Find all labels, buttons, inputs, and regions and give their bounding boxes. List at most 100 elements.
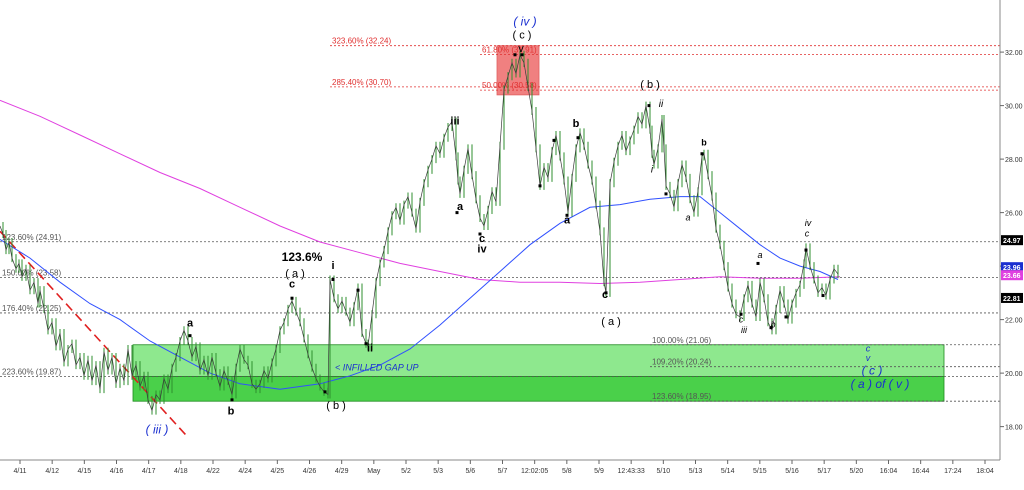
- wave-label-28: c: [866, 344, 871, 354]
- x-tick-label: 5/17: [817, 468, 831, 475]
- wave-label-19: i: [331, 260, 334, 272]
- x-tick-label: 5/2: [401, 468, 411, 475]
- price-label-box: [1001, 292, 1023, 303]
- wave-label-20: c: [289, 279, 295, 291]
- x-tick-label: 4/29: [335, 468, 349, 475]
- fib-label-0: 323.60% (32.24): [332, 37, 391, 46]
- pivot-marker: [821, 294, 825, 298]
- price-label: 24.97: [1003, 238, 1021, 245]
- fib-label-7: 223.60% (19.87): [2, 368, 61, 377]
- x-tick-label: 4/17: [142, 468, 156, 475]
- fib-label-8: 100.00% (21.06): [652, 336, 711, 345]
- green-zone-light: [132, 344, 945, 377]
- fib-label-3: 50.00% (30.58): [482, 81, 537, 90]
- pivot-marker: [290, 296, 294, 300]
- pivot-marker: [331, 277, 335, 281]
- x-tick-label: 5/10: [657, 468, 671, 475]
- y-tick-label: 28.00: [1005, 157, 1023, 164]
- wave-label-13: iv: [477, 244, 487, 256]
- wave-label-12: c: [479, 233, 485, 245]
- y-tick-label: 32.00: [1005, 50, 1023, 57]
- wave-label-33: b: [228, 406, 235, 418]
- fib-label-5: 150.00% (23.58): [2, 268, 61, 277]
- x-tick-label: 5/9: [594, 468, 604, 475]
- pivot-marker: [513, 53, 517, 57]
- wave-label-27: ii: [367, 343, 373, 355]
- wave-label-35: ( iii ): [146, 422, 169, 436]
- price-layer: [0, 50, 839, 415]
- wave-label-22: ( a ): [601, 316, 621, 328]
- y-tick-label: 26.00: [1005, 211, 1023, 218]
- x-tick-label: 4/16: [110, 468, 124, 475]
- wave-label-16: a: [757, 250, 762, 260]
- fib-label-10: 123.60% (18.95): [652, 392, 711, 401]
- x-tick-label: 12:02:05: [521, 468, 548, 475]
- moving-averages-layer: [0, 99, 841, 390]
- wave-label-29: v: [866, 353, 871, 363]
- pivot-marker: [647, 104, 651, 108]
- y-tick-label: 18.00: [1005, 425, 1023, 432]
- wave-label-31: ( c ): [862, 363, 883, 377]
- price-label: 23.66: [1003, 273, 1021, 280]
- pivot-marker: [784, 315, 788, 319]
- pivot-marker: [455, 211, 459, 215]
- pivot-marker: [520, 53, 524, 57]
- x-tick-label: 4/26: [303, 468, 317, 475]
- pivot-markers-layer: [188, 53, 825, 402]
- wave-label-17: 123.6%: [282, 250, 323, 264]
- price-label-box: [1001, 235, 1023, 246]
- pivot-marker: [356, 288, 360, 292]
- x-tick-label: 12:43:33: [618, 468, 645, 475]
- x-tick-label: 5/3: [433, 468, 443, 475]
- pivot-marker: [323, 390, 327, 394]
- wave-label-18: ( a ): [285, 268, 305, 280]
- wave-label-25: b: [770, 320, 775, 330]
- pivot-marker: [700, 152, 704, 156]
- pivot-marker: [664, 192, 668, 196]
- wave-label-0: ( iv ): [513, 14, 536, 28]
- wave-label-8: i: [651, 164, 654, 175]
- pivot-marker: [576, 136, 580, 140]
- wave-label-4: ii: [659, 99, 664, 110]
- pivot-marker: [188, 334, 192, 338]
- wave-label-1: ( c ): [513, 30, 532, 42]
- x-tick-label: 4/18: [174, 468, 188, 475]
- wave-label-11: a: [685, 213, 690, 223]
- x-tick-label: 4/24: [238, 468, 252, 475]
- x-tick-label: 5/7: [498, 468, 508, 475]
- fib-label-9: 109.20% (20.24): [652, 358, 711, 367]
- x-tick-label: 4/11: [13, 468, 26, 475]
- x-tick-label: 4/15: [78, 468, 92, 475]
- moving-average-long: [0, 99, 841, 285]
- x-tick-label: 4/12: [45, 468, 59, 475]
- price-line: [0, 53, 839, 412]
- pivot-marker: [804, 248, 808, 252]
- x-tick-label: 17:24: [944, 468, 962, 475]
- fib-label-6: 176.40% (22.25): [2, 304, 61, 313]
- trendline-layer: [0, 230, 189, 438]
- pivot-marker: [230, 398, 234, 402]
- pivot-marker: [756, 261, 760, 265]
- wave-label-26: a: [187, 317, 194, 329]
- x-tick-label: 16:04: [880, 468, 898, 475]
- fib-label-4: 123.60% (24.91): [2, 233, 61, 242]
- x-tick-label: 5/8: [562, 468, 572, 475]
- x-tick-label: May: [367, 468, 381, 475]
- price-label: 22.81: [1003, 296, 1021, 303]
- x-tick-label: 5/20: [850, 468, 864, 475]
- wave-label-9: a: [457, 201, 464, 213]
- pivot-marker: [478, 232, 482, 236]
- x-tick-label: 18:04: [976, 468, 994, 475]
- fib-label-2: 285.40% (30.70): [332, 78, 391, 87]
- wave-label-7: b: [701, 138, 707, 148]
- x-tick-label: 4/25: [271, 468, 285, 475]
- wave-label-14: iv: [805, 218, 812, 228]
- x-tick-label: 4/22: [206, 468, 220, 475]
- y-tick-label: 30.00: [1005, 104, 1023, 111]
- x-tick-label: 16:44: [912, 468, 930, 475]
- wave-label-30: < INFILLED GAP UP: [335, 362, 418, 372]
- y-tick-label: 20.00: [1005, 371, 1023, 378]
- wave-label-6: b: [573, 118, 580, 130]
